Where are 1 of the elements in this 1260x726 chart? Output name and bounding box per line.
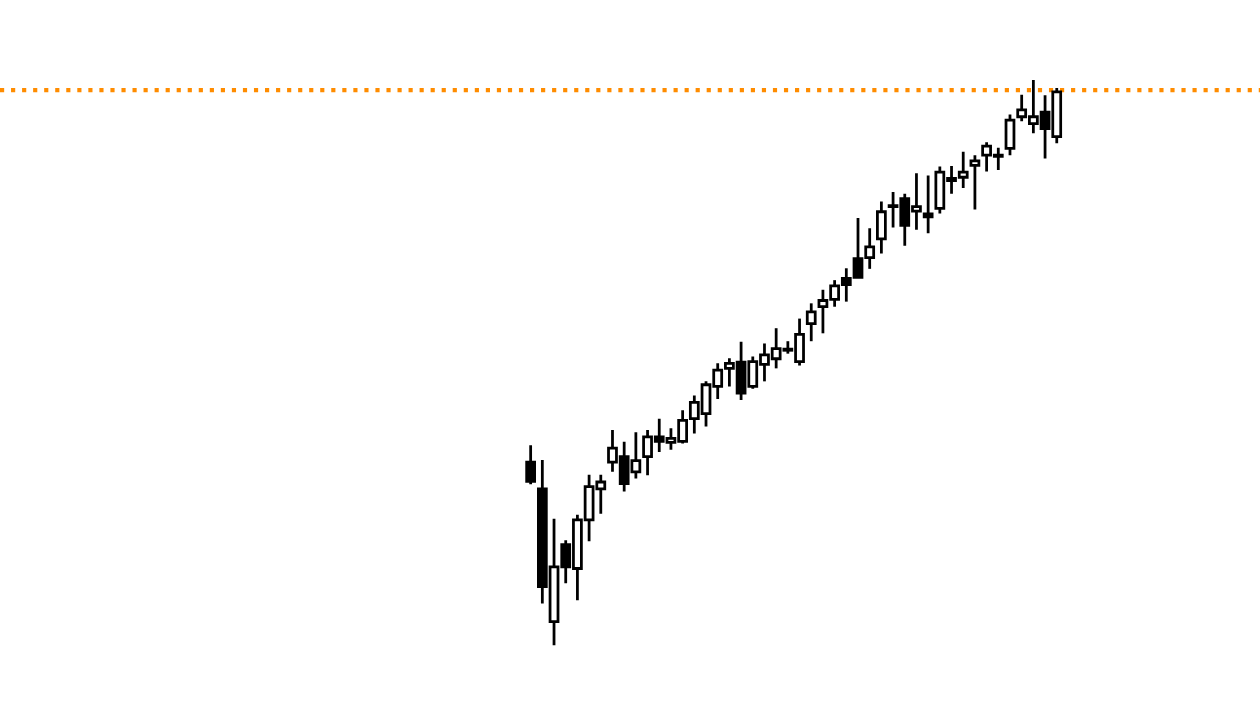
- candlestick: [922, 174, 934, 235]
